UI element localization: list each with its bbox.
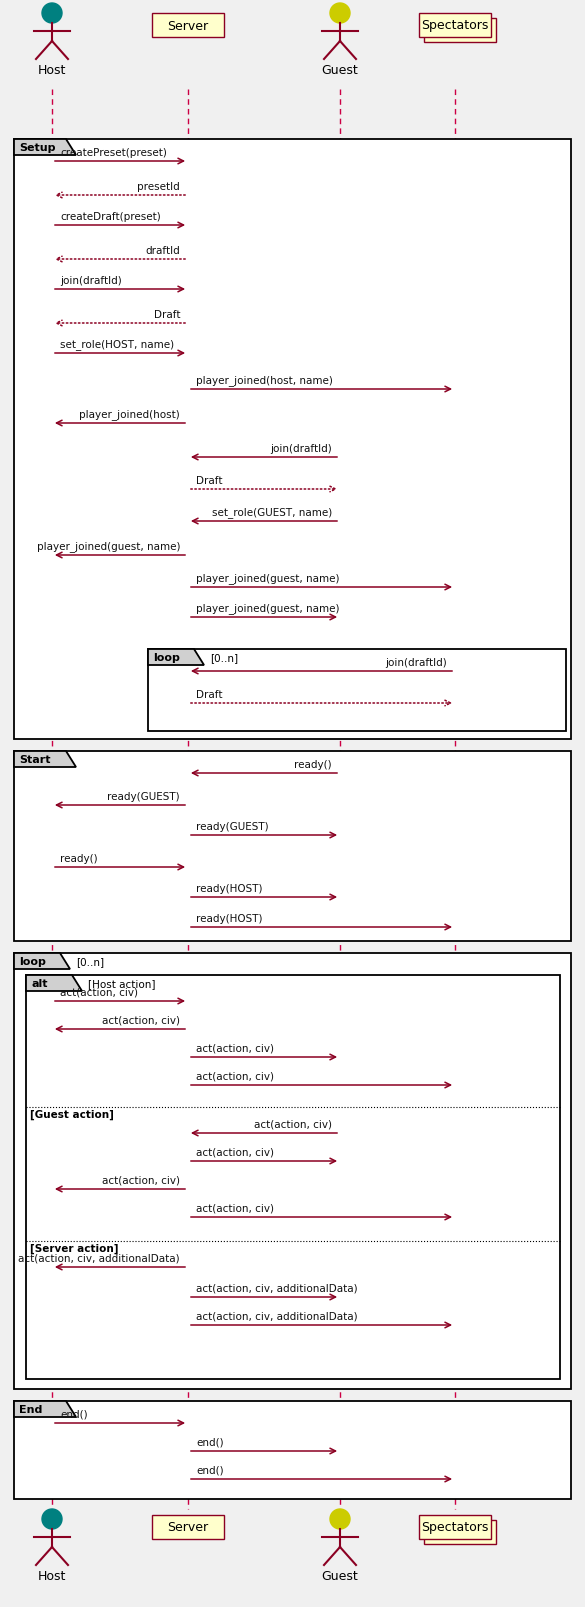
Bar	[419, 1515, 491, 1540]
Text: Spectators: Spectators	[421, 19, 488, 32]
Text: Draft: Draft	[196, 476, 222, 485]
Text: set_role(HOST, name): set_role(HOST, name)	[60, 339, 174, 350]
Polygon shape	[26, 975, 82, 992]
Text: [Host action]: [Host action]	[88, 979, 156, 988]
Text: act(action, civ): act(action, civ)	[102, 1016, 180, 1025]
Text: act(action, civ): act(action, civ)	[196, 1072, 274, 1082]
Circle shape	[42, 3, 62, 24]
Text: ready(): ready()	[60, 853, 98, 863]
Text: loop: loop	[153, 652, 180, 662]
Text: act(action, civ): act(action, civ)	[254, 1120, 332, 1130]
Bar	[424, 19, 496, 43]
Bar	[419, 14, 491, 39]
Bar	[14, 1401, 571, 1499]
Text: Host: Host	[38, 1568, 66, 1581]
Text: Server: Server	[167, 1520, 209, 1533]
Text: Spectators: Spectators	[421, 1520, 488, 1533]
Polygon shape	[148, 649, 204, 665]
Text: join(draftId): join(draftId)	[270, 444, 332, 453]
Text: act(action, civ): act(action, civ)	[102, 1175, 180, 1186]
Text: Guest: Guest	[322, 1568, 359, 1581]
Text: createDraft(preset): createDraft(preset)	[60, 212, 161, 222]
Text: end(): end()	[196, 1466, 223, 1475]
Text: act(action, civ): act(action, civ)	[196, 1204, 274, 1213]
Text: createPreset(preset): createPreset(preset)	[60, 148, 167, 157]
Text: [0..n]: [0..n]	[76, 956, 104, 966]
Text: act(action, civ): act(action, civ)	[196, 1147, 274, 1157]
Text: alt: alt	[31, 979, 47, 988]
Text: ready(): ready()	[294, 760, 332, 770]
Text: act(action, civ, additionalData): act(action, civ, additionalData)	[196, 1311, 357, 1321]
Text: presetId: presetId	[137, 182, 180, 191]
Text: act(action, civ): act(action, civ)	[60, 987, 138, 998]
Text: ready(GUEST): ready(GUEST)	[108, 792, 180, 802]
Text: player_joined(host, name): player_joined(host, name)	[196, 374, 333, 386]
Text: ready(HOST): ready(HOST)	[196, 913, 263, 924]
Text: ready(GUEST): ready(GUEST)	[196, 821, 269, 831]
Bar	[14, 953, 571, 1388]
Bar	[424, 1520, 496, 1544]
Text: act(action, civ): act(action, civ)	[196, 1043, 274, 1053]
Text: ready(HOST): ready(HOST)	[196, 884, 263, 893]
Bar	[152, 14, 224, 39]
Text: Host: Host	[38, 64, 66, 77]
Text: Guest: Guest	[322, 64, 359, 77]
Text: end(): end()	[196, 1437, 223, 1446]
Bar	[152, 1515, 224, 1540]
Bar	[26, 975, 560, 1379]
Text: Draft: Draft	[153, 310, 180, 320]
Text: End: End	[19, 1405, 42, 1414]
Text: act(action, civ, additionalData): act(action, civ, additionalData)	[196, 1284, 357, 1294]
Text: player_joined(guest, name): player_joined(guest, name)	[36, 542, 180, 551]
Text: [Guest action]: [Guest action]	[30, 1109, 114, 1120]
Text: Server: Server	[167, 19, 209, 32]
Text: act(action, civ, additionalData): act(action, civ, additionalData)	[18, 1253, 180, 1263]
Text: Setup: Setup	[19, 143, 56, 153]
Circle shape	[330, 3, 350, 24]
Bar	[14, 140, 571, 739]
Polygon shape	[14, 752, 76, 768]
Text: Start: Start	[19, 755, 50, 765]
Bar	[148, 649, 566, 731]
Text: player_joined(guest, name): player_joined(guest, name)	[196, 603, 339, 614]
Text: [Server action]: [Server action]	[30, 1244, 119, 1253]
Text: loop: loop	[19, 956, 46, 966]
Text: draftId: draftId	[145, 246, 180, 256]
Polygon shape	[14, 140, 76, 156]
Circle shape	[330, 1509, 350, 1528]
Text: set_role(GUEST, name): set_role(GUEST, name)	[212, 506, 332, 517]
Text: join(draftId): join(draftId)	[60, 276, 122, 286]
Text: player_joined(guest, name): player_joined(guest, name)	[196, 572, 339, 583]
Text: [0..n]: [0..n]	[210, 652, 238, 662]
Polygon shape	[14, 1401, 76, 1417]
Circle shape	[42, 1509, 62, 1528]
Bar	[14, 752, 571, 942]
Text: player_joined(host): player_joined(host)	[79, 408, 180, 419]
Text: end(): end()	[60, 1409, 88, 1419]
Text: join(draftId): join(draftId)	[386, 657, 447, 667]
Text: Draft: Draft	[196, 689, 222, 699]
Polygon shape	[14, 953, 70, 969]
